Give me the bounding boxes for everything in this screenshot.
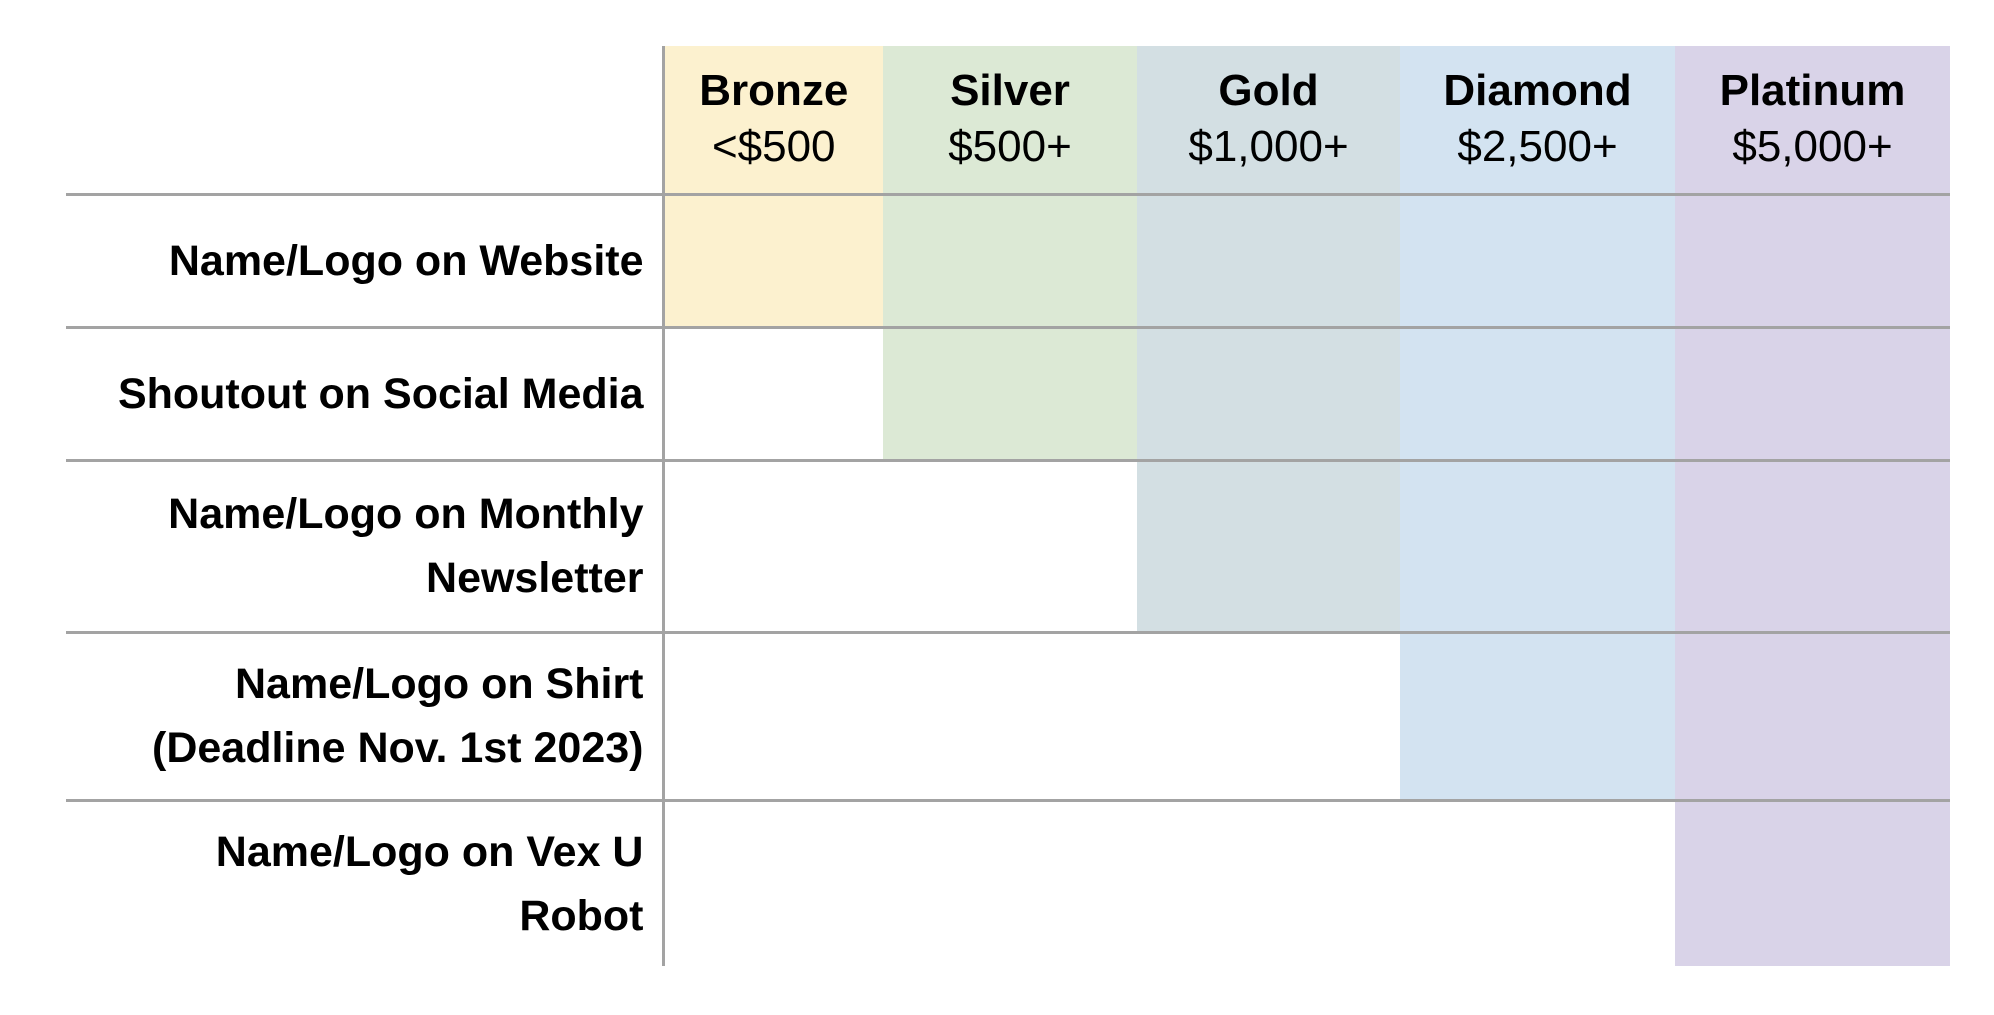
tier-price: <$500 [711, 122, 836, 172]
benefit-cell-included [1137, 458, 1400, 632]
benefit-label: Name/Logo on Shirt (Deadline Nov. 1st 202… [66, 630, 665, 800]
benefit-label-line: Name/Logo on Monthly [168, 490, 644, 538]
benefit-cell-empty [1137, 798, 1400, 966]
benefit-row-website: Name/Logo on Website [66, 192, 1950, 327]
tier-header-row: Bronze <$500 Silver $500+ Gold $1,000+ D… [66, 46, 1950, 194]
tier-name: Platinum [1719, 66, 1906, 116]
benefit-row-shirt: Name/Logo on Shirt (Deadline Nov. 1st 202… [66, 630, 1950, 800]
benefit-cell-included [883, 192, 1137, 327]
tier-name: Silver [950, 66, 1070, 116]
benefit-label: Name/Logo on Vex U Robot [66, 798, 665, 966]
tier-header-bronze: Bronze <$500 [663, 46, 883, 194]
tier-header-diamond: Diamond $2,500+ [1400, 46, 1675, 194]
benefit-cell-included [1137, 192, 1400, 327]
benefit-label-line: Name/Logo on Vex U [215, 827, 644, 876]
benefit-cell-empty [1137, 630, 1400, 800]
benefit-cell-included [1400, 325, 1675, 460]
tier-price: $500+ [948, 122, 1072, 172]
benefit-cell-included [883, 325, 1137, 460]
benefit-label: Name/Logo on Website [66, 192, 665, 327]
benefit-cell-included [663, 192, 883, 327]
benefit-cell-empty [1400, 798, 1675, 966]
benefit-cell-empty [663, 458, 883, 632]
benefit-label-line: Name/Logo on Website [168, 236, 644, 285]
tier-name: Diamond [1443, 66, 1632, 116]
benefit-cell-included [1675, 630, 1950, 800]
benefit-row-robot: Name/Logo on Vex U Robot [66, 798, 1950, 966]
benefit-cell-empty [663, 630, 883, 800]
benefit-label-line: Newsletter [426, 554, 644, 602]
benefit-label-line: Name/Logo on Shirt [235, 660, 644, 708]
tier-name: Bronze [699, 66, 849, 116]
benefit-cell-included [1675, 192, 1950, 327]
benefit-cell-empty [883, 458, 1137, 632]
tier-price: $1,000+ [1188, 122, 1349, 172]
benefit-cell-included [1675, 798, 1950, 966]
tier-price: $5,000+ [1732, 122, 1893, 172]
benefit-cell-included [1400, 192, 1675, 327]
benefit-row-social-media: Shoutout on Social Media [66, 325, 1950, 460]
benefit-cell-empty [663, 798, 883, 966]
benefit-cell-included [1400, 458, 1675, 632]
benefit-cell-included [1137, 325, 1400, 460]
sponsorship-tier-table: Bronze <$500 Silver $500+ Gold $1,000+ D… [66, 46, 1950, 966]
benefit-cell-empty [883, 630, 1137, 800]
benefit-cell-included [1675, 325, 1950, 460]
benefit-label-line: (Deadline Nov. 1st 2023) [152, 724, 644, 772]
benefit-label-line: Robot [519, 891, 644, 940]
tier-price: $2,500+ [1457, 122, 1618, 172]
tier-header-silver: Silver $500+ [883, 46, 1137, 194]
benefit-row-newsletter: Name/Logo on Monthly Newsletter [66, 458, 1950, 632]
benefit-label: Shoutout on Social Media [66, 325, 665, 460]
benefit-label-line: Shoutout on Social Media [117, 369, 644, 418]
header-corner-cell [66, 46, 665, 194]
benefit-label: Name/Logo on Monthly Newsletter [66, 458, 665, 632]
tier-header-gold: Gold $1,000+ [1137, 46, 1400, 194]
tier-header-platinum: Platinum $5,000+ [1675, 46, 1950, 194]
benefit-cell-empty [883, 798, 1137, 966]
tier-name: Gold [1218, 66, 1319, 116]
benefit-cell-empty [663, 325, 883, 460]
benefit-cell-included [1675, 458, 1950, 632]
benefit-cell-included [1400, 630, 1675, 800]
